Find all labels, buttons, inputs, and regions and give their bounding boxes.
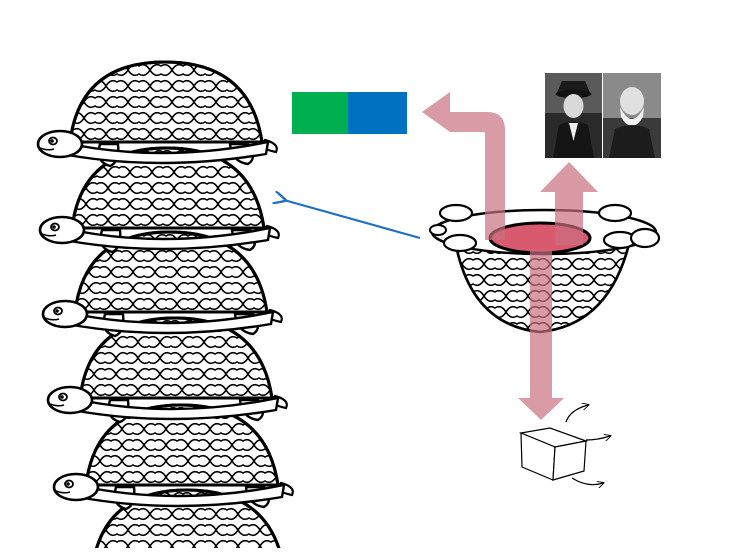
turtle-head-icon [41, 299, 89, 329]
blue-arrow [284, 200, 421, 240]
turtle-2 [38, 146, 280, 254]
turtle-head-icon [36, 129, 84, 159]
turtle-head-icon [52, 472, 100, 502]
pink-down-arrow [518, 250, 564, 420]
green-block [292, 92, 348, 134]
cube-icon [518, 405, 610, 485]
portrait-photo-icon [603, 73, 661, 158]
turtle-4 [46, 316, 288, 424]
turtle-head-icon [46, 385, 94, 415]
pink-up-arrow [540, 162, 598, 245]
portrait-photo-icon [545, 73, 602, 158]
turtle-3 [41, 230, 283, 338]
turtle-head-icon [38, 215, 86, 245]
portrait-left [545, 73, 602, 158]
blue-block [348, 92, 407, 134]
pink-arrows [422, 92, 598, 420]
turtle-1 [36, 60, 278, 168]
turtle-5 [52, 403, 294, 511]
turtle-stack [36, 60, 294, 553]
pink-bent-arrow [422, 92, 505, 240]
portrait-right [603, 73, 661, 158]
